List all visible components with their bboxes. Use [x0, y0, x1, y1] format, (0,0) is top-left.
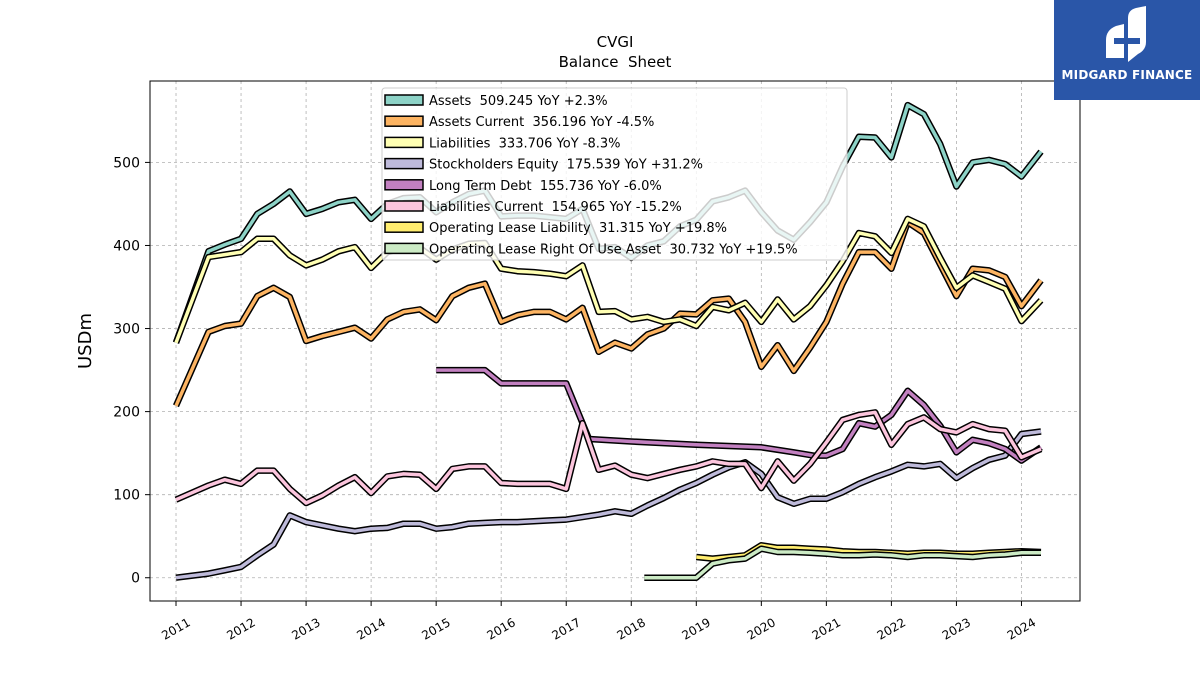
series-line-operating-lease-right-of-use-asset — [644, 546, 1041, 580]
x-tick-label: 2012 — [224, 615, 257, 642]
legend-swatch — [384, 157, 424, 170]
legend-swatch — [384, 179, 424, 191]
brand-logo: MIDGARD FINANCE — [1054, 0, 1200, 100]
x-tick-label: 2017 — [549, 615, 582, 642]
y-axis: 0 100 200 300 400 500 — [113, 155, 150, 587]
legend-swatch — [384, 136, 424, 149]
legend-label: Assets 509.245 YoY +2.3% — [429, 94, 608, 109]
legend-label: Assets Current 356.196 YoY -4.5% — [429, 115, 654, 130]
x-axis: 2011 2012 2013 2014 2015 2016 2017 2018 2019 2020… — [159, 601, 1038, 643]
legend-box — [381, 87, 848, 261]
x-tick-label: 2011 — [159, 615, 192, 642]
brand-mark-icon — [1106, 6, 1146, 62]
legend: Assets 509.245 YoY +2.3% Assets Current 3… — [381, 87, 848, 261]
series-line-stockholders-equity — [175, 429, 1042, 580]
legend-label: Long Term Debt 155.736 YoY -6.0% — [429, 179, 662, 194]
series-line-liabilities — [174, 217, 1043, 344]
y-tick-label: 400 — [113, 238, 140, 254]
legend-label: Operating Lease Right Of Use Asset 30.73… — [429, 242, 798, 257]
brand-name: MIDGARD FINANCE — [1061, 68, 1193, 82]
legend-swatch — [384, 94, 424, 106]
x-tick-label: 2014 — [354, 615, 387, 642]
legend-label: Operating Lease Liability 31.315 YoY +19… — [429, 221, 727, 236]
legend-swatch — [384, 242, 424, 255]
chart-title: CVGI — [597, 33, 634, 51]
x-tick-label: 2020 — [745, 615, 778, 642]
series-layer — [172, 101, 1044, 581]
series-line-assets-current — [174, 220, 1043, 407]
x-tick-label: 2019 — [680, 615, 713, 642]
y-axis-label: USDm — [75, 313, 96, 369]
x-tick-label: 2018 — [615, 615, 648, 642]
legend-swatch — [384, 200, 424, 212]
x-tick-label: 2021 — [810, 615, 843, 642]
x-tick-label: 2023 — [940, 615, 973, 642]
x-tick-label: 2024 — [1005, 615, 1038, 642]
plot-frame — [149, 80, 1081, 602]
legend-swatch — [384, 115, 424, 127]
x-tick-label: 2016 — [484, 615, 517, 642]
legend-swatch — [384, 221, 424, 233]
x-tick-label: 2013 — [289, 615, 322, 642]
y-tick-label: 200 — [113, 405, 140, 421]
y-tick-label: 300 — [113, 322, 140, 338]
y-tick-label: 500 — [113, 155, 140, 171]
y-tick-label: 0 — [131, 571, 140, 587]
x-tick-label: 2015 — [419, 615, 452, 642]
y-tick-label: 100 — [113, 488, 140, 504]
series-line-liabilities-current — [175, 410, 1042, 505]
x-tick-label: 2022 — [875, 615, 908, 642]
series-line-long-term-debt — [436, 368, 1042, 463]
legend-label: Stockholders Equity 175.539 YoY +31.2% — [429, 158, 703, 173]
legend-label: Liabilities Current 154.965 YoY -15.2% — [429, 200, 682, 215]
chart-subtitle: Balance Sheet — [559, 53, 672, 71]
legend-label: Liabilities 333.706 YoY -8.3% — [429, 136, 621, 151]
